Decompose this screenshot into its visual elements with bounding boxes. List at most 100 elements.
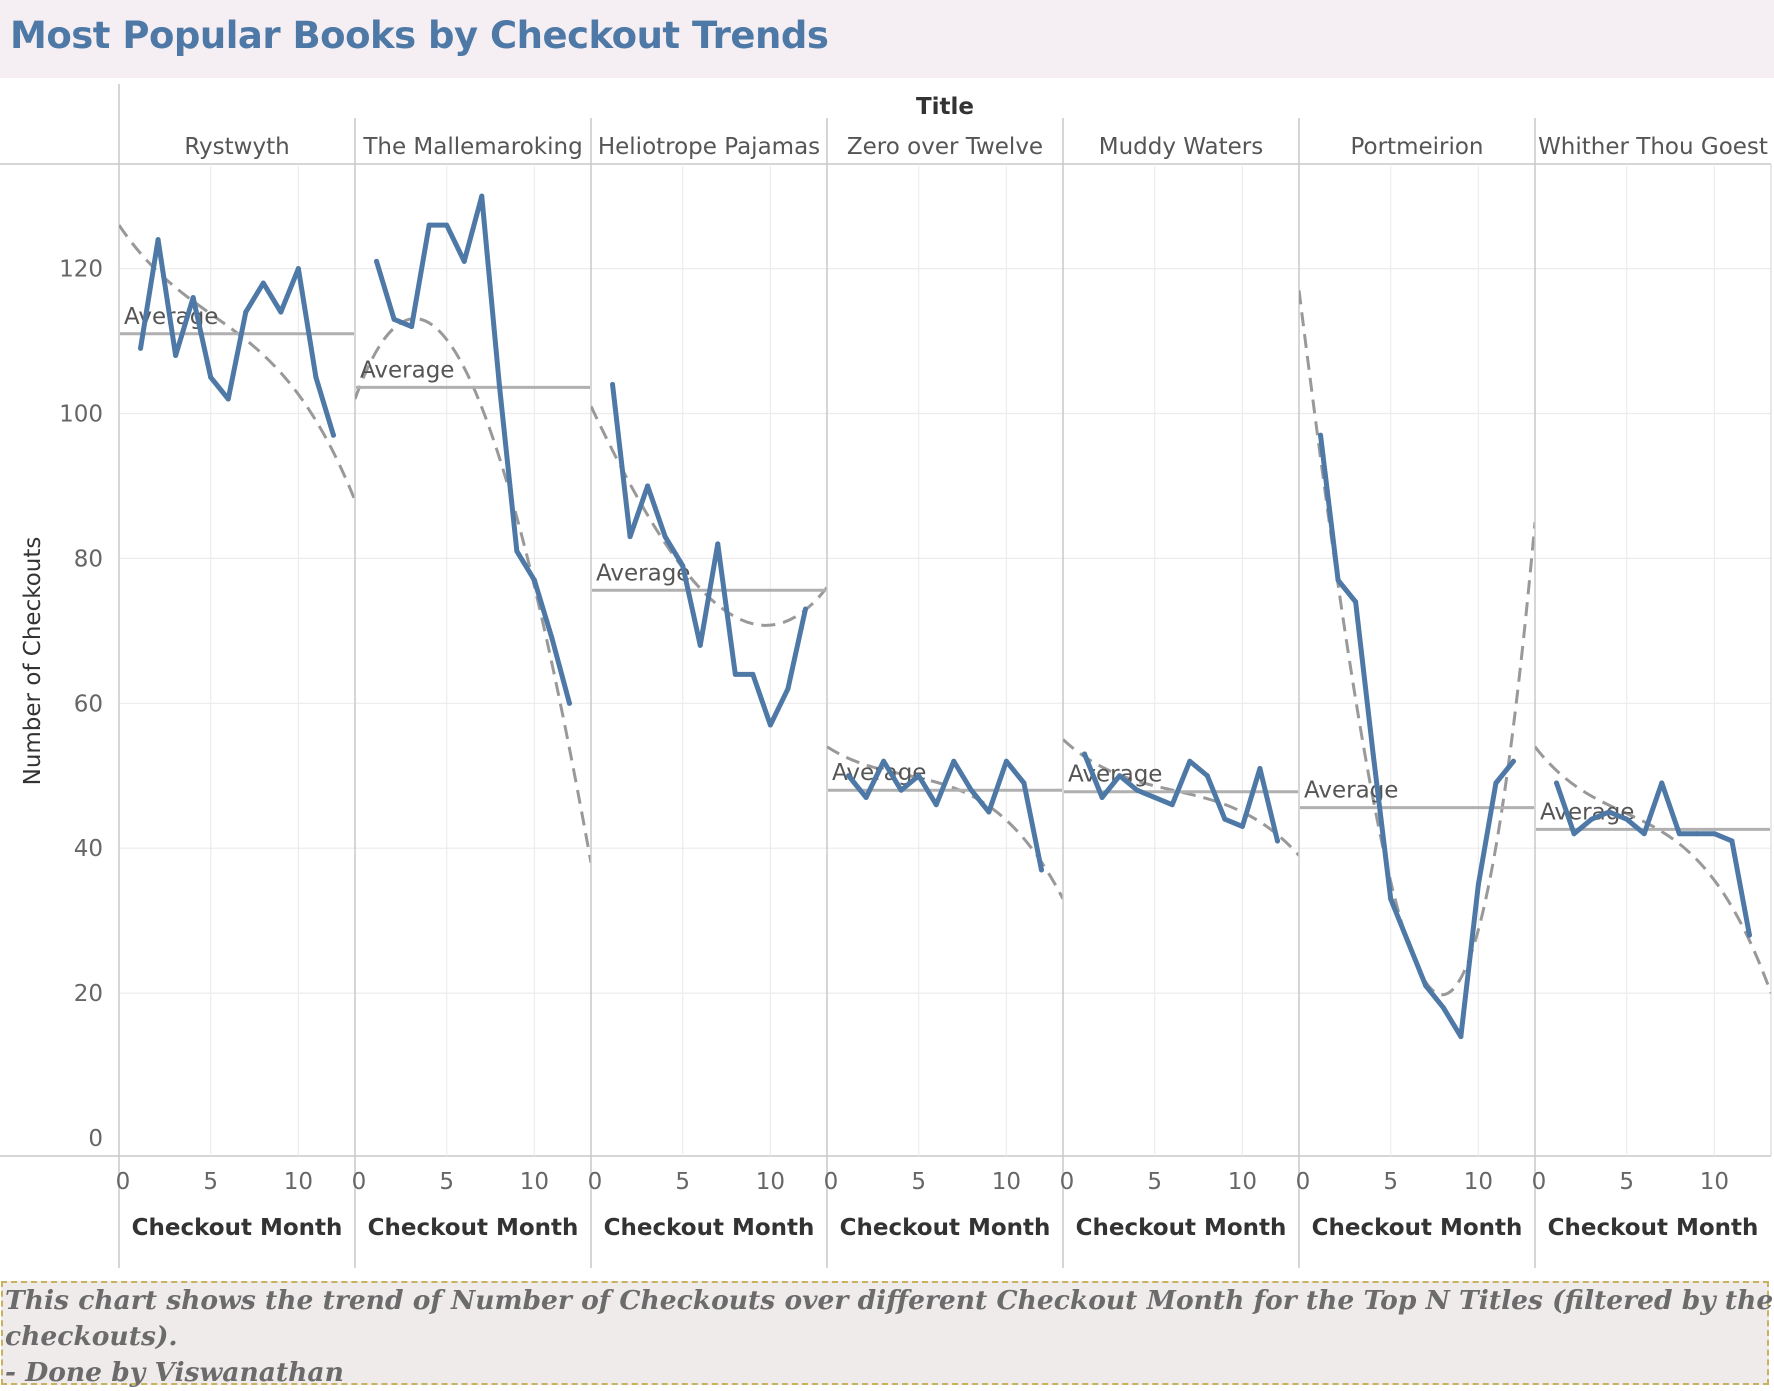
- data-point: [1257, 766, 1263, 772]
- data-point: [461, 258, 467, 264]
- x-tick-label: 5: [911, 1169, 926, 1195]
- x-tick-label: 0: [588, 1169, 603, 1195]
- data-point: [933, 802, 939, 808]
- x-axis-label: Checkout Month: [1548, 1215, 1759, 1241]
- data-point: [531, 577, 537, 583]
- x-axis-label: Checkout Month: [604, 1215, 815, 1241]
- caption-line-2: checkouts).: [5, 1321, 178, 1352]
- data-point: [846, 773, 852, 779]
- data-point: [496, 382, 502, 388]
- data-point: [208, 374, 214, 380]
- y-tick-label: 0: [88, 1126, 103, 1152]
- x-tick-label: 0: [352, 1169, 367, 1195]
- x-tick-label: 0: [824, 1169, 839, 1195]
- y-axis-label: Number of Checkouts: [20, 537, 46, 786]
- data-point: [1440, 1005, 1446, 1011]
- data-point: [645, 483, 651, 489]
- average-label: Average: [360, 357, 454, 383]
- trend-line: [1299, 290, 1535, 997]
- x-tick-label: 0: [116, 1169, 131, 1195]
- series-line: [1554, 780, 1752, 938]
- average-label: Average: [1304, 778, 1398, 804]
- x-axis-label: Checkout Month: [132, 1215, 343, 1241]
- data-point: [1659, 780, 1665, 786]
- data-point: [968, 787, 974, 793]
- x-tick-label: 5: [1619, 1169, 1634, 1195]
- data-point: [1475, 881, 1481, 887]
- data-point: [732, 671, 738, 677]
- data-point: [881, 758, 887, 764]
- data-point: [916, 773, 922, 779]
- panel-title: Heliotrope Pajamas: [598, 134, 820, 160]
- x-axis-label: Checkout Month: [368, 1215, 579, 1241]
- data-point: [1606, 809, 1612, 815]
- series-line: [374, 193, 572, 706]
- data-point: [444, 222, 450, 228]
- series-line: [1318, 432, 1516, 1040]
- x-tick-label: 10: [1464, 1169, 1493, 1195]
- x-tick-label: 5: [439, 1169, 454, 1195]
- data-point: [1641, 831, 1647, 837]
- data-point: [1134, 787, 1140, 793]
- data-point: [190, 295, 196, 301]
- trend-line: [827, 745, 1063, 900]
- data-point: [330, 432, 336, 438]
- panel-title: Rystwyth: [184, 134, 289, 160]
- data-point: [898, 787, 904, 793]
- data-point: [1239, 823, 1245, 829]
- chart-caption: This chart shows the trend of Number of …: [1, 1281, 1774, 1388]
- panel-title: Muddy Waters: [1099, 134, 1264, 160]
- data-point: [802, 606, 808, 612]
- panel-title: Portmeirion: [1350, 134, 1483, 160]
- data-point: [426, 222, 432, 228]
- data-point: [1746, 932, 1752, 938]
- data-point: [1388, 896, 1394, 902]
- trend-line: [1063, 738, 1299, 857]
- data-point: [1458, 1034, 1464, 1040]
- x-tick-label: 10: [1700, 1169, 1729, 1195]
- data-point: [1589, 816, 1595, 822]
- trend-line: [1535, 745, 1771, 994]
- x-tick-label: 10: [756, 1169, 785, 1195]
- average-label: Average: [596, 560, 690, 586]
- x-tick-label: 0: [1532, 1169, 1547, 1195]
- data-point: [863, 794, 869, 800]
- x-tick-label: 0: [1060, 1169, 1075, 1195]
- data-point: [173, 353, 179, 359]
- x-tick-label: 0: [1296, 1169, 1311, 1195]
- series-line: [138, 237, 336, 438]
- y-tick-label: 80: [74, 546, 103, 572]
- data-point: [1694, 831, 1700, 837]
- panel-title: The Mallemaroking: [362, 134, 582, 160]
- title-bar: Most Popular Books by Checkout Trends: [0, 0, 1774, 78]
- data-point: [549, 635, 555, 641]
- data-point: [1099, 794, 1105, 800]
- y-tick-label: 100: [59, 402, 103, 428]
- data-point: [243, 309, 249, 315]
- data-point: [391, 316, 397, 322]
- data-point: [566, 700, 572, 706]
- y-tick-label: 60: [74, 691, 103, 717]
- data-point: [1405, 939, 1411, 945]
- y-tick-label: 120: [59, 257, 103, 283]
- data-point: [1169, 802, 1175, 808]
- data-point: [951, 758, 957, 764]
- x-tick-label: 5: [1383, 1169, 1398, 1195]
- x-tick-label: 10: [520, 1169, 549, 1195]
- data-point: [514, 548, 520, 554]
- data-point: [1117, 773, 1123, 779]
- data-point: [1676, 831, 1682, 837]
- data-point: [627, 534, 633, 540]
- data-point: [680, 563, 686, 569]
- trend-line: [355, 317, 591, 863]
- data-point: [1204, 773, 1210, 779]
- caption-line-1: This chart shows the trend of Number of …: [5, 1285, 1774, 1316]
- data-point: [1624, 816, 1630, 822]
- data-point: [1187, 758, 1193, 764]
- data-point: [715, 541, 721, 547]
- data-point: [313, 374, 319, 380]
- data-point: [1370, 751, 1376, 757]
- data-point: [1003, 758, 1009, 764]
- data-point: [1335, 577, 1341, 583]
